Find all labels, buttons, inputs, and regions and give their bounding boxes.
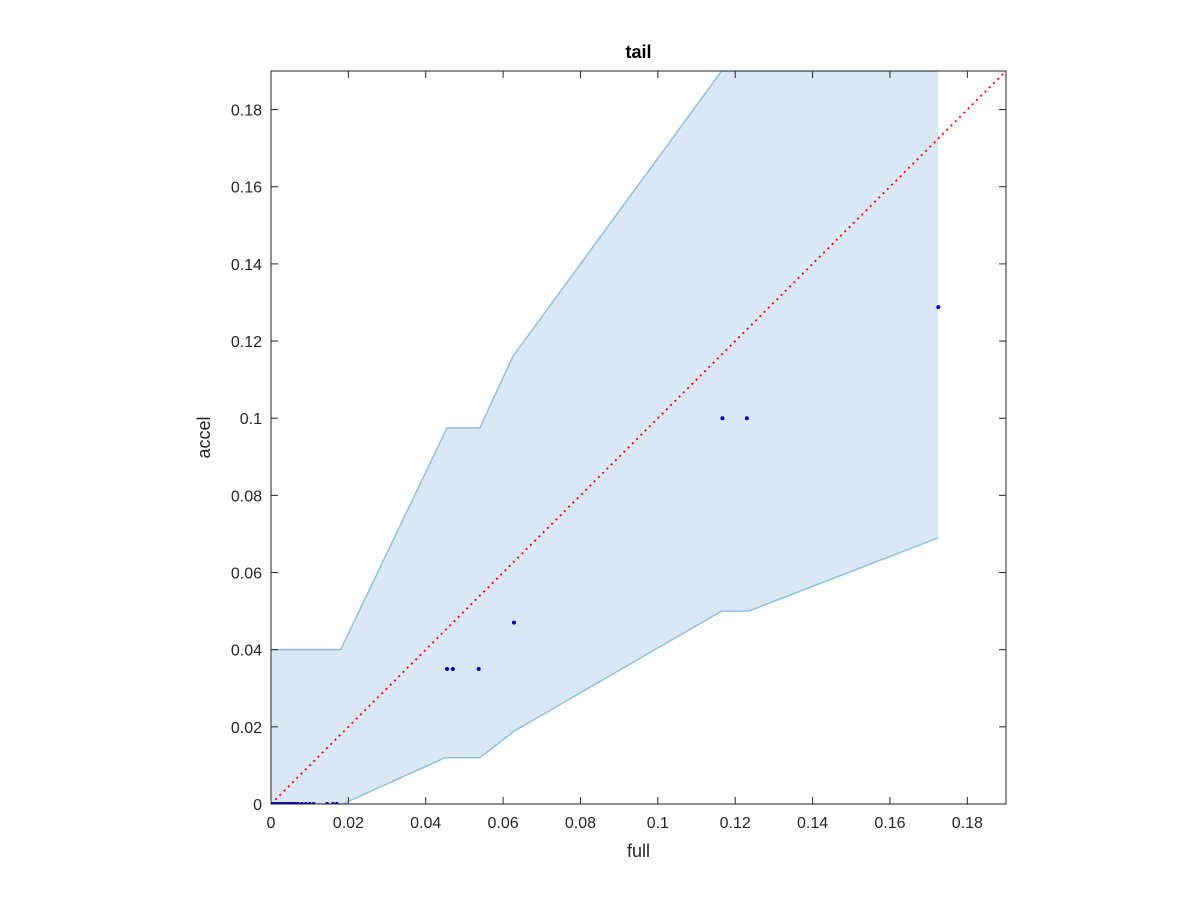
y-tick-labels: 0 0.02 0.04 0.06 0.08 0.1 0.12 0.14 0.16 0.18: [231, 103, 262, 814]
data-points: [271, 305, 941, 804]
band-upper-edge: [271, 71, 939, 651]
y-tick-label: 0.06: [231, 566, 262, 583]
y-tick-label: 0.18: [231, 103, 262, 120]
y-tick-label: 0: [253, 797, 262, 814]
x-tick-label: 0: [267, 815, 276, 832]
identity-reference-line: [271, 71, 1006, 804]
data-point: [445, 666, 450, 671]
y-tick-label: 0.04: [231, 643, 262, 660]
x-tick-label: 0.1: [647, 815, 669, 832]
x-tick-labels: 0 0.02 0.04 0.06 0.08 0.1 0.12 0.14 0.16 0.18: [267, 815, 983, 832]
y-axis-label: accel: [194, 416, 214, 458]
axes-box: [270, 70, 1007, 805]
plot-content: [271, 71, 1006, 804]
data-point: [450, 666, 455, 671]
data-point: [744, 416, 749, 421]
x-tick-label: 0.06: [488, 815, 519, 832]
chart-title: tail: [625, 42, 651, 62]
x-tick-label: 0.12: [720, 815, 751, 832]
y-tick-label: 0.08: [231, 488, 262, 505]
x-tick-label: 0.08: [565, 815, 596, 832]
confidence-band: [271, 71, 939, 804]
x-tick-label: 0.14: [797, 815, 828, 832]
y-tick-label: 0.16: [231, 180, 262, 197]
data-point: [936, 305, 941, 310]
y-tick-label: 0.14: [231, 257, 262, 274]
y-tick-label: 0.12: [231, 334, 262, 351]
data-point: [720, 416, 725, 421]
data-point: [476, 666, 481, 671]
y-tick-label: 0.02: [231, 720, 262, 737]
x-axis-label: full: [627, 841, 650, 861]
axis-ticks: [270, 71, 1006, 805]
band-lower-edge: [271, 537, 939, 804]
x-tick-label: 0.04: [410, 815, 441, 832]
x-tick-label: 0.18: [952, 815, 983, 832]
x-tick-label: 0.16: [874, 815, 905, 832]
x-tick-label: 0.02: [333, 815, 364, 832]
y-tick-label: 0.1: [240, 411, 262, 428]
data-point: [511, 620, 516, 625]
